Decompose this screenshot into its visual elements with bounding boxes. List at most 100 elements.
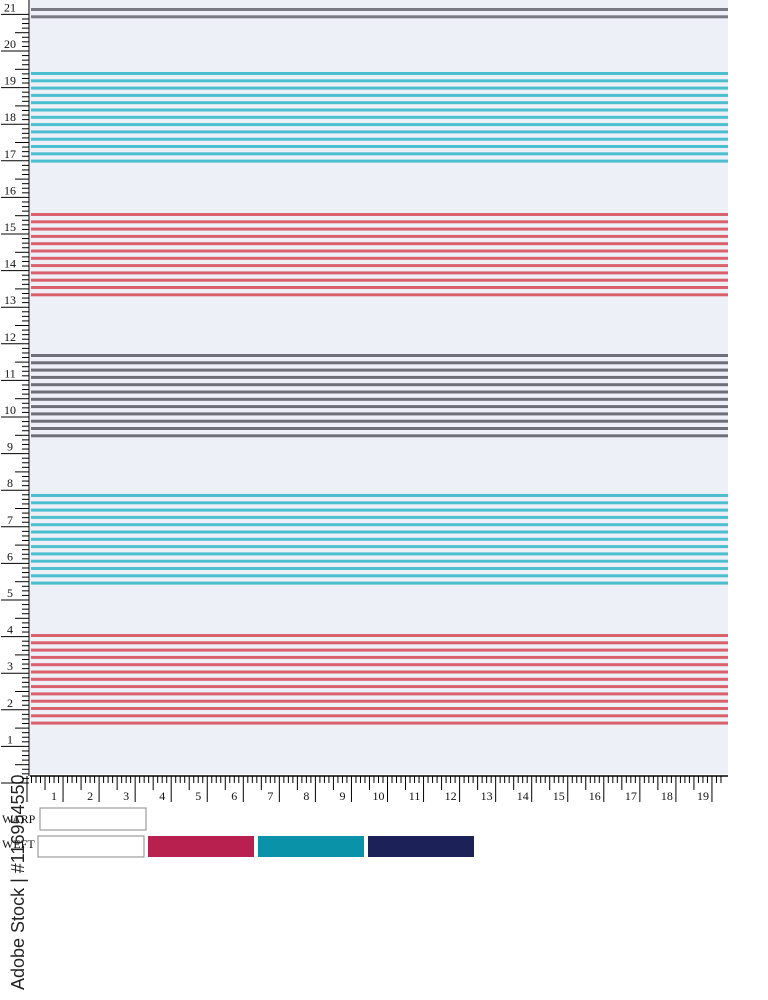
warp-label: WARP xyxy=(2,812,36,826)
stripe-line xyxy=(31,234,728,238)
stripe-line xyxy=(31,15,728,19)
stripe-line xyxy=(31,227,728,231)
stripe-line xyxy=(31,293,728,297)
stripe-line xyxy=(31,390,728,394)
stripes xyxy=(31,8,728,725)
stripe-line xyxy=(31,419,728,423)
x-ruler-label: 4 xyxy=(159,789,165,803)
x-ruler-label: 8 xyxy=(303,789,309,803)
y-ruler-label: 15 xyxy=(4,220,16,234)
stripe-line xyxy=(31,685,728,689)
x-ruler-label: 6 xyxy=(231,789,237,803)
stripe-line xyxy=(31,375,728,379)
x-ruler-label: 7 xyxy=(267,789,273,803)
y-ruler-label: 4 xyxy=(7,623,13,637)
y-ruler-label: 13 xyxy=(4,293,16,307)
stripe-line xyxy=(31,397,728,401)
y-ruler-label: 18 xyxy=(4,110,16,124)
stripe-line xyxy=(31,634,728,637)
y-ruler-label: 1 xyxy=(7,732,13,746)
x-ruler-label: 16 xyxy=(589,789,601,803)
stripe-line xyxy=(31,494,728,497)
x-ruler-label: 2 xyxy=(87,789,93,803)
stripe-line xyxy=(31,508,728,512)
stripe-line xyxy=(31,581,728,585)
y-ruler-label: 7 xyxy=(7,513,13,527)
stripe-line xyxy=(31,249,728,253)
y-ruler-label: 19 xyxy=(4,74,16,88)
y-ruler-label: 8 xyxy=(7,476,13,490)
x-ruler-label: 15 xyxy=(553,789,565,803)
stripe-line xyxy=(31,354,728,357)
y-ruler-label: 17 xyxy=(4,147,16,161)
stripe-line xyxy=(31,677,728,681)
stripe-line xyxy=(31,256,728,260)
x-ruler-label: 11 xyxy=(409,789,421,803)
stripe-line xyxy=(31,271,728,275)
stripe-line xyxy=(31,405,728,409)
weft-swatch xyxy=(37,835,145,858)
stripe-line xyxy=(31,123,728,127)
y-ruler-label: 20 xyxy=(4,37,16,51)
stripe-line xyxy=(31,559,728,563)
weft-swatch xyxy=(258,836,364,857)
x-ruler-label: 13 xyxy=(481,789,493,803)
stripe-line xyxy=(31,220,728,224)
stripe-line xyxy=(31,721,728,725)
x-ruler-label: 5 xyxy=(195,789,201,803)
stripe-line xyxy=(31,383,728,387)
y-ruler-label: 6 xyxy=(7,549,13,563)
stripe-line xyxy=(31,286,728,289)
y-ruler-label: 9 xyxy=(7,440,13,454)
warp-swatch xyxy=(39,807,147,831)
stripe-line xyxy=(31,368,728,372)
stripe-line xyxy=(31,663,728,667)
stripe-line xyxy=(31,79,728,83)
stripe-line xyxy=(31,137,728,141)
y-ruler-label: 3 xyxy=(7,659,13,673)
stripe-line xyxy=(31,93,728,97)
x-ruler-label: 12 xyxy=(445,789,457,803)
stripe-line xyxy=(31,530,728,534)
stripe-line xyxy=(31,670,728,674)
x-ruler-label: 14 xyxy=(517,789,529,803)
stripe-line xyxy=(31,152,728,156)
stripe-line xyxy=(31,692,728,696)
y-ruler-label: 2 xyxy=(7,696,13,710)
stripe-line xyxy=(31,145,728,148)
stripe-line xyxy=(31,412,728,416)
stripe-line xyxy=(31,8,728,11)
weft-swatch xyxy=(368,836,474,857)
x-ruler-label: 1 xyxy=(51,789,57,803)
y-ruler-label: 21 xyxy=(4,0,16,14)
stripe-line xyxy=(31,567,728,570)
stripe-line xyxy=(31,552,728,556)
stripe-line xyxy=(31,699,728,703)
weft-label: WEFT xyxy=(2,837,35,851)
x-ruler-label: 9 xyxy=(339,789,345,803)
x-ruler-label: 10 xyxy=(373,789,385,803)
x-ruler-label: 17 xyxy=(625,789,637,803)
stripe-line xyxy=(31,648,728,652)
stripe-line xyxy=(31,361,728,365)
stripe-line xyxy=(31,264,728,268)
stripe-line xyxy=(31,515,728,519)
stripe-line xyxy=(31,72,728,75)
stripe-line xyxy=(31,641,728,645)
watermark: Adobe Stock | #116954550 xyxy=(8,774,28,990)
stripe-line xyxy=(31,523,728,527)
stripe-line xyxy=(31,427,728,430)
stripe-line xyxy=(31,278,728,282)
stripe-line xyxy=(31,101,728,105)
stripe-line xyxy=(31,242,728,246)
stripe-line xyxy=(31,115,728,119)
y-ruler-label: 10 xyxy=(4,403,16,417)
stripe-line xyxy=(31,707,728,710)
stripe-line xyxy=(31,434,728,438)
fabric xyxy=(30,0,728,774)
stripe-line xyxy=(31,213,728,216)
y-ruler-label: 5 xyxy=(7,586,13,600)
stripe-line xyxy=(31,714,728,718)
stripe-line xyxy=(31,574,728,578)
